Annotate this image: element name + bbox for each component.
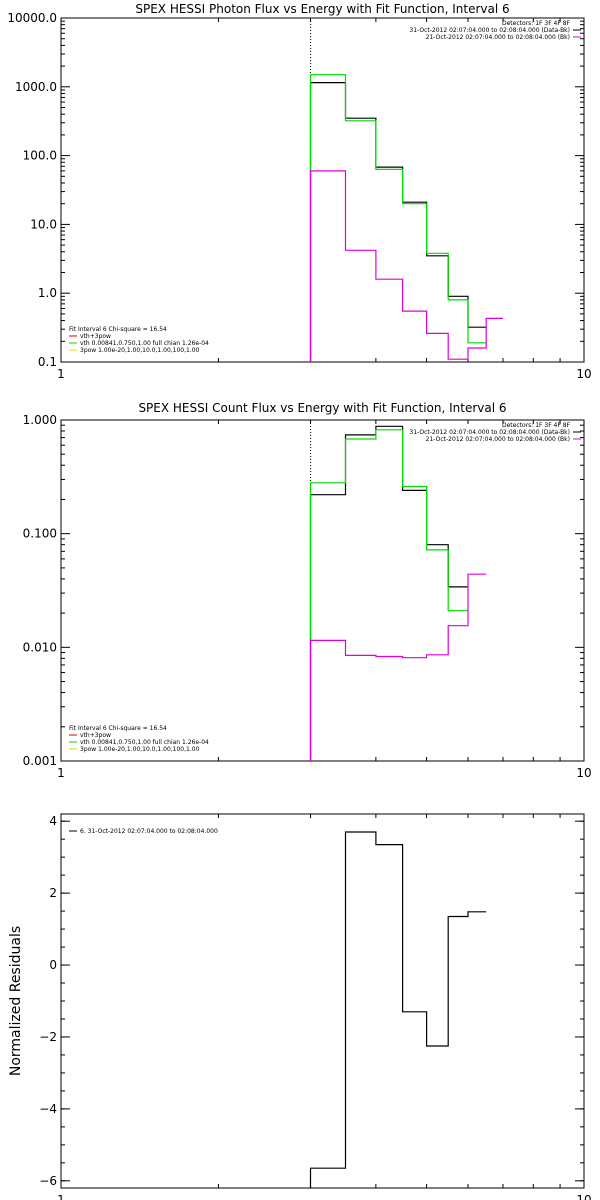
series-1-line [309,831,487,1188]
x-tick-label: 10 [576,1193,591,1200]
legend-label: Detectors: 1F 3F 4F 8F [502,20,571,27]
x-tick-label: 1 [57,1193,65,1200]
chart-panel-2: SPEX HESSI Count Flux vs Energy with Fit… [23,401,592,780]
y-tick-label: 10.0 [30,217,57,231]
y-tick-label: 1000.0 [15,80,57,94]
y-tick-label: 4 [49,814,57,828]
x-tick-label: 1 [57,766,65,780]
y-tick-label: 10000.0 [7,11,57,25]
legend-label: vth+3pow [80,333,111,340]
y-tick-label: 1.000 [23,413,57,427]
y-tick-label: −6 [39,1174,57,1188]
legend-label: Detectors: 1F 3F 4F 8F [502,422,571,429]
x-tick-label: 1 [57,367,65,381]
chart-title: SPEX HESSI Photon Flux vs Energy with Fi… [135,2,509,16]
y-tick-label: −4 [39,1102,57,1116]
legend-label: Fit Interval 6 Chi-square = 16.54 [69,326,167,333]
plot-frame [60,813,585,1189]
chart-panel-1: SPEX HESSI Photon Flux vs Energy with Fi… [7,2,591,381]
x-tick-label: 10 [576,367,591,381]
x-tick-label: 10 [576,766,591,780]
series-2-line [309,429,468,761]
y-tick-label: 0.001 [23,754,57,768]
legend-label: vth 0.00841,0.750,1.00 full chian 1.26e-… [80,340,209,347]
y-axis-label: Normalized Residuals [8,926,24,1076]
legend-label: 21-Oct-2012 02:07:04.000 to 02:08:04.000… [426,436,570,443]
chart-title: SPEX HESSI Count Flux vs Energy with Fit… [138,401,506,415]
y-tick-label: 0.1 [38,355,57,369]
y-tick-label: 100.0 [23,149,57,163]
series-3-line [309,573,487,761]
series-1-line [309,425,468,761]
legend-label: 3pow 1.00e-20,1.00,10.0,1.00,100,1.00 [80,347,200,354]
legend-label: 31-Oct-2012 02:07:04.000 to 02:08:04.000… [409,27,570,34]
y-tick-label: 1.0 [38,286,57,300]
plot-frame [60,17,585,363]
series-1-line [309,82,487,362]
plot-frame [60,419,585,762]
legend-label: Fit Interval 6 Chi-square = 16.54 [69,725,167,732]
y-tick-label: 0.010 [23,640,57,654]
y-tick-label: −2 [39,1030,57,1044]
y-tick-label: 2 [49,886,57,900]
chart-panel-3: 1 10 −6 −4 −2 0 2 4 Normalized Residuals 6. 31-Oc… [8,813,592,1200]
y-tick-label: 0.100 [23,527,57,541]
legend-label: vth 0.00841,0.750,1.00 full chian 1.26e-… [80,739,209,746]
legend-label: 6. 31-Oct-2012 02:07:04.000 to 02:08:04.… [80,828,218,835]
series-2-line [309,74,487,362]
y-tick-label: 0 [49,958,57,972]
legend-label: 31-Oct-2012 02:07:04.000 to 02:08:04.000… [409,429,570,436]
legend-label: 21-Oct-2012 02:07:04.000 to 02:08:04.000… [426,34,570,41]
legend-label: 3pow 1.00e-20,1.00,10.0,1.00,100,1.00 [80,746,200,753]
legend-label: vth+3pow [80,732,111,739]
series-3-line [309,170,503,362]
